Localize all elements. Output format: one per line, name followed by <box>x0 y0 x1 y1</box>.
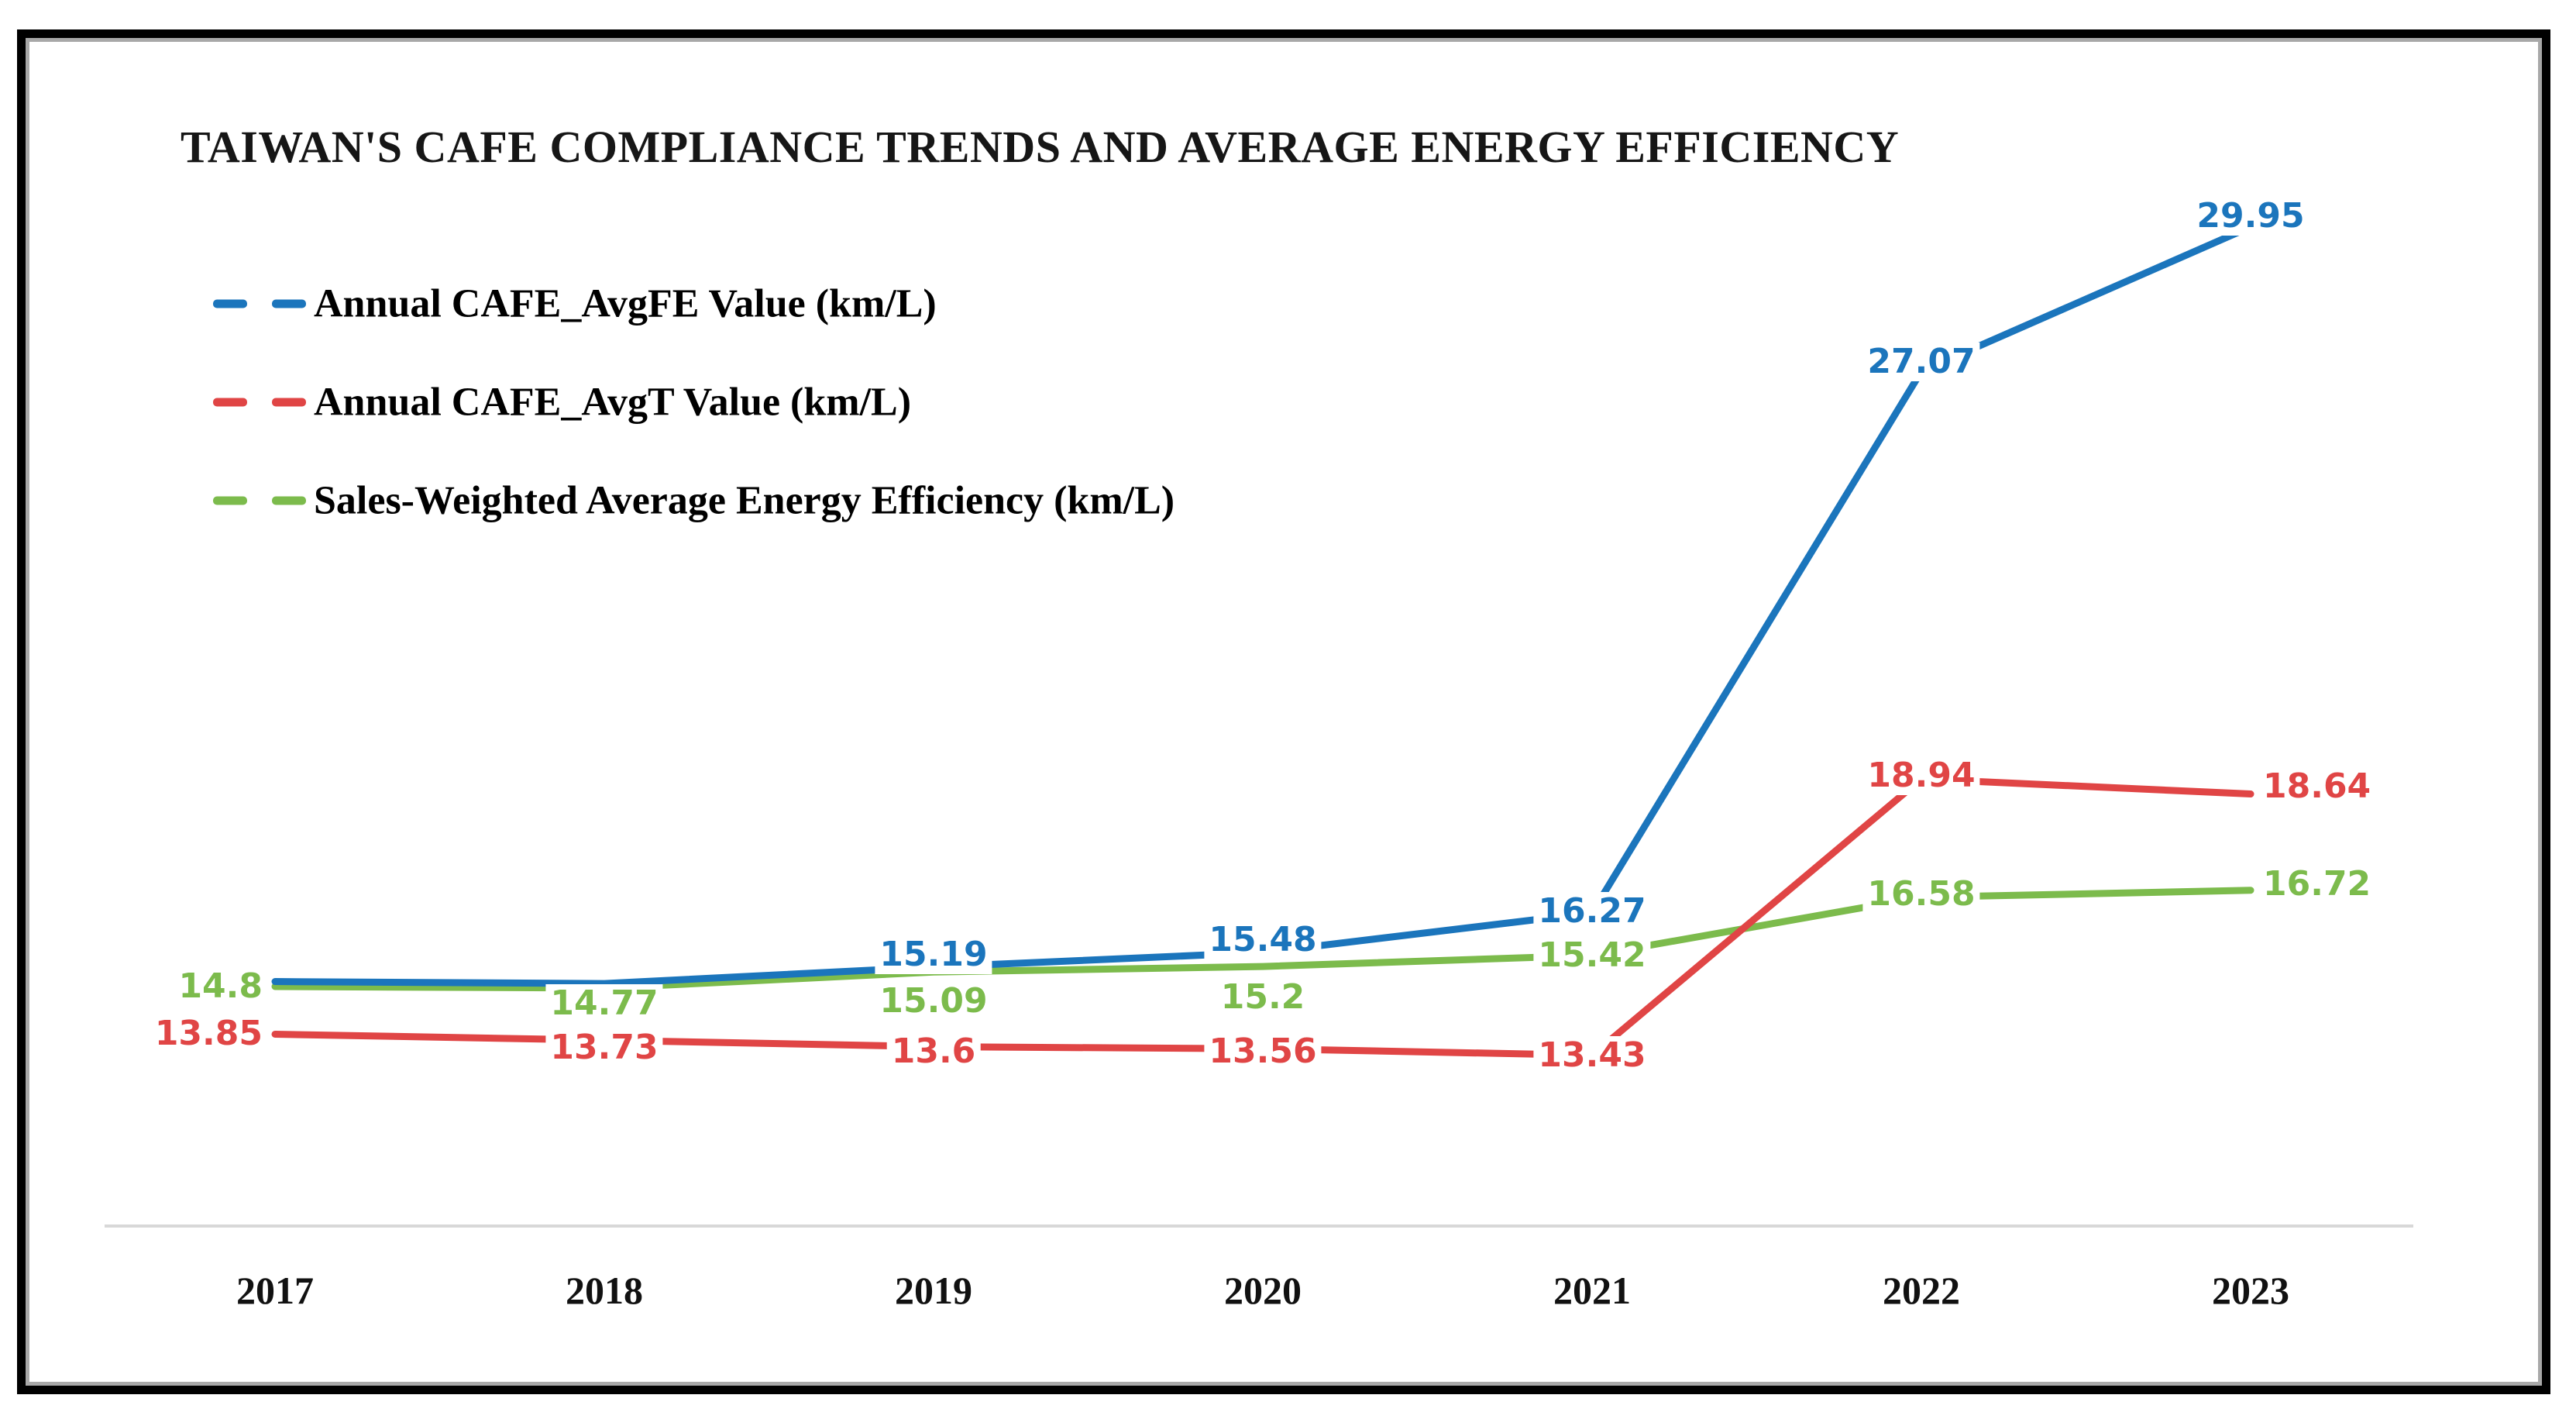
chart-title: TAIWAN'S CAFE COMPLIANCE TRENDS AND AVER… <box>181 122 1900 172</box>
data-label: 15.42 <box>1533 935 1651 975</box>
x-axis-label-2020: 2020 <box>1224 1269 1302 1312</box>
data-label: 29.95 <box>2192 196 2309 236</box>
legend-item-label: Sales-Weighted Average Energy Efficiency… <box>314 478 1175 523</box>
legend-dash-icon <box>213 496 247 505</box>
legend-dash-icon <box>213 299 247 308</box>
x-axis-label-2023: 2023 <box>2212 1269 2289 1312</box>
data-label: 16.27 <box>1533 891 1651 931</box>
data-label: 14.77 <box>545 983 663 1023</box>
data-label: 13.73 <box>545 1028 663 1068</box>
legend-item-label: Annual CAFE_AvgT Value (km/L) <box>314 380 912 425</box>
data-label: 27.07 <box>1862 343 1980 382</box>
data-label: 16.72 <box>2258 864 2376 904</box>
legend-item-annual-cafe-avgfe: Annual CAFE_AvgFE Value (km/L) <box>213 281 937 327</box>
data-label: 13.6 <box>886 1032 981 1071</box>
data-label: 18.94 <box>1862 756 1980 796</box>
data-label: 13.43 <box>1533 1035 1651 1075</box>
legend-item-label: Annual CAFE_AvgFE Value (km/L) <box>314 281 937 326</box>
data-label: 15.48 <box>1204 921 1322 959</box>
data-label: 14.8 <box>174 967 267 1006</box>
x-axis-label-2017: 2017 <box>236 1269 314 1312</box>
data-label: 16.58 <box>1862 874 1980 914</box>
legend-dash-icon <box>272 398 306 407</box>
data-label: 15.2 <box>1216 978 1310 1018</box>
x-axis-label-2021: 2021 <box>1553 1269 1631 1312</box>
series-line-avgfe <box>271 223 2254 987</box>
data-label: 18.64 <box>2258 766 2376 806</box>
data-label: 15.09 <box>875 982 992 1021</box>
legend-dash-icon <box>213 398 247 407</box>
x-axis-label-2022: 2022 <box>1883 1269 1960 1312</box>
data-label: 13.85 <box>150 1014 267 1054</box>
x-axis-label-2018: 2018 <box>566 1269 643 1312</box>
x-axis-label-2019: 2019 <box>895 1269 972 1312</box>
data-label: 15.19 <box>875 935 992 974</box>
legend-dash-icon <box>272 299 306 308</box>
legend-item-annual-cafe-avgt: Annual CAFE_AvgT Value (km/L) <box>213 380 911 425</box>
data-label: 13.56 <box>1204 1032 1322 1072</box>
legend-item-sales-weighted-efficiency: Sales-Weighted Average Energy Efficiency… <box>213 478 1175 524</box>
legend-dash-icon <box>272 496 306 505</box>
